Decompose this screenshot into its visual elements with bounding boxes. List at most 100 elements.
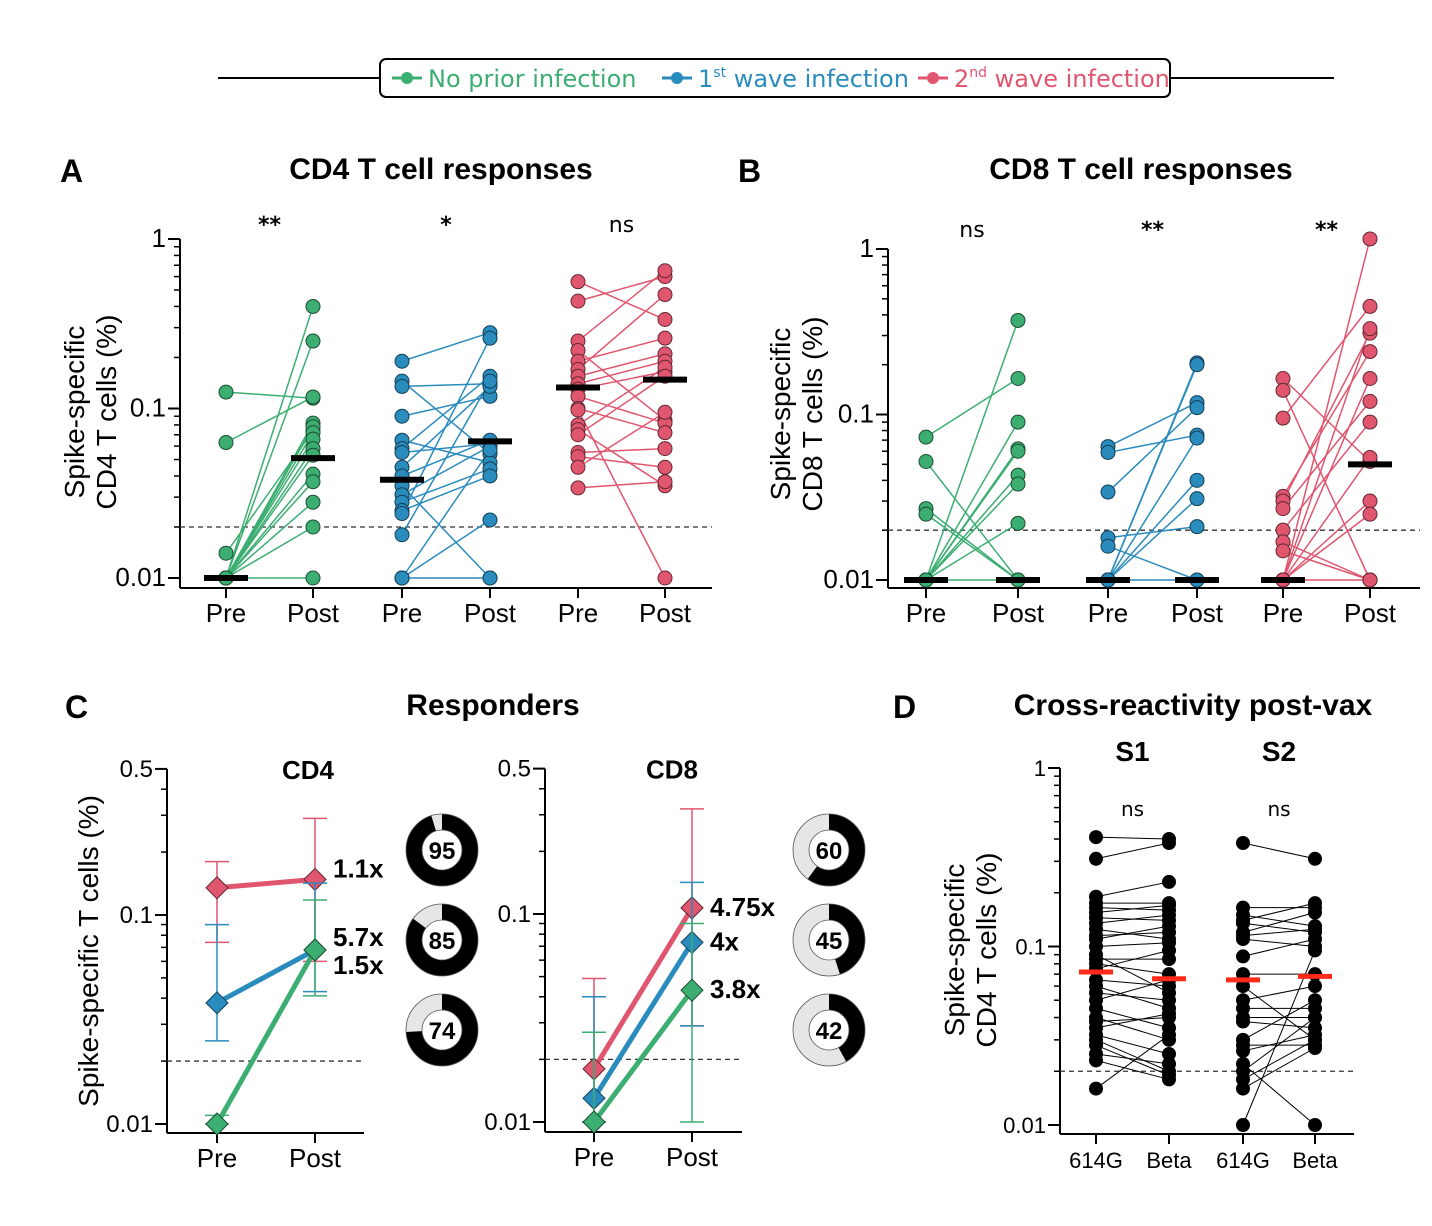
significance-label: ** — [258, 213, 282, 238]
panel-d-title: Cross-reactivity post-vax — [1014, 689, 1373, 722]
panel-c-cd8-chart: 0.5 0.1 0.01 CD8 Pre Post 4.75x 60 4x 45 3.8x 42 — [484, 755, 866, 1172]
data-point-pre — [570, 480, 586, 496]
paired-line — [925, 483, 1019, 581]
donut-fill-arc — [793, 814, 865, 886]
y-tick-label: 0.1 — [130, 393, 166, 423]
paired-line — [577, 447, 666, 454]
significance-label: ns — [1121, 797, 1144, 821]
data-point-post — [1189, 357, 1205, 373]
data-point-post — [482, 442, 498, 458]
paired-line — [1242, 1039, 1316, 1080]
data-point-post — [1362, 393, 1378, 409]
paired-line — [1095, 1034, 1170, 1089]
data-point-post — [1189, 519, 1205, 535]
paired-line — [1282, 513, 1371, 581]
data-point-post — [1362, 371, 1378, 387]
paired-line — [577, 375, 666, 436]
paired-line — [1242, 912, 1316, 933]
paired-line — [577, 270, 666, 342]
donut-outline — [405, 993, 479, 1067]
data-point-pre — [394, 408, 410, 424]
data-point-right — [1162, 919, 1176, 934]
data-point-post — [657, 263, 673, 279]
data-point-right — [1308, 943, 1322, 958]
paired-line — [1242, 985, 1316, 1041]
x-tick-label: Pre — [906, 598, 946, 628]
paired-line — [1107, 545, 1198, 581]
paired-line — [1242, 902, 1316, 921]
data-point-post — [1362, 321, 1378, 337]
significance-label: ** — [1141, 218, 1165, 243]
data-point-pre — [394, 378, 410, 394]
data-point-right — [1162, 943, 1176, 958]
legend-dot-marker — [671, 72, 683, 84]
data-point-right — [1308, 1118, 1322, 1132]
donut-outline — [405, 813, 479, 887]
data-point-pre — [918, 506, 934, 522]
donut-percent-label: 42 — [816, 1018, 843, 1045]
group-s2: S2 ns — [1226, 736, 1332, 1132]
data-point-right — [1308, 905, 1322, 920]
data-point-post — [305, 333, 321, 349]
paired-line — [225, 501, 314, 579]
paired-line — [1242, 950, 1316, 1126]
data-point-left — [1236, 949, 1250, 964]
data-point-pre — [570, 402, 586, 418]
y-tick-label: 0.01 — [484, 1109, 531, 1136]
group-no_prior: ns — [904, 218, 1040, 588]
donut-percent-label: 45 — [816, 928, 843, 955]
data-point-right — [1308, 1041, 1322, 1056]
panel-letter-d: D — [893, 689, 916, 725]
paired-line — [1107, 401, 1198, 448]
paired-line — [577, 353, 666, 377]
panel-letter-b: B — [738, 153, 761, 189]
paired-line — [401, 445, 491, 496]
x-tick-label: Post — [287, 598, 340, 628]
data-point-post — [482, 570, 498, 586]
legend: No prior infection 1st wave infection 2nd … — [218, 58, 1334, 98]
paired-line — [1242, 914, 1316, 927]
data-point-right — [1162, 993, 1176, 1008]
paired-line — [577, 366, 666, 426]
donut-fill-arc — [793, 904, 865, 976]
responder-donut: 42 — [792, 993, 866, 1067]
paired-line — [401, 337, 491, 514]
paired-line — [1095, 1053, 1170, 1065]
fold-change-label: 4.75x — [710, 892, 776, 922]
paired-line — [401, 380, 491, 536]
data-point-left — [1236, 1081, 1250, 1096]
fold-change-label: 3.8x — [710, 974, 761, 1004]
paired-line — [925, 320, 1019, 581]
significance-label: ns — [1267, 797, 1290, 821]
legend-label: No prior infection — [428, 65, 636, 93]
paired-line — [1282, 500, 1371, 581]
paired-line — [225, 391, 314, 399]
data-point-left — [1236, 1043, 1250, 1058]
x-tick-label: Post — [639, 598, 692, 628]
paired-line — [225, 481, 314, 579]
mean-diamond — [205, 876, 229, 900]
panel-letter-c: C — [65, 689, 88, 725]
donut-outline — [792, 903, 866, 977]
x-tick-label: Post — [992, 598, 1045, 628]
donut-outline — [405, 903, 479, 977]
paired-line — [1282, 328, 1371, 581]
fold-change-label: 4x — [710, 926, 739, 956]
data-point-pre — [570, 293, 586, 309]
data-point-post — [1010, 476, 1026, 492]
paired-line — [1095, 942, 1170, 947]
panel-c-title: Responders — [406, 689, 579, 722]
mean-line — [591, 941, 695, 1100]
paired-line — [1095, 1039, 1170, 1072]
paired-line — [225, 306, 314, 579]
data-point-post — [1362, 298, 1378, 314]
responder-donut: 85 — [405, 903, 479, 977]
mean-line — [591, 988, 695, 1124]
paired-line — [1107, 525, 1198, 539]
mean-diamond — [582, 1110, 606, 1134]
fold-change-label: 1.5x — [333, 950, 384, 980]
paired-line — [401, 439, 491, 464]
data-point-pre — [570, 274, 586, 290]
data-point-right — [1162, 874, 1176, 889]
paired-line — [577, 409, 666, 579]
